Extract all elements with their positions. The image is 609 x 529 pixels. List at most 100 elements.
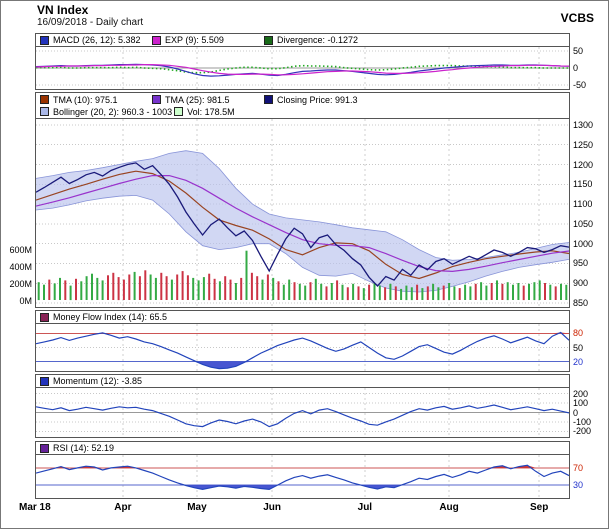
legend-row: Bollinger (20, 2): 960.3 - 1003 Vol: 178.… (40, 106, 569, 118)
y-axis-tick-label: 0 (573, 63, 579, 73)
volume-bars (37, 250, 568, 301)
close-swatch-icon (264, 95, 273, 104)
mfi-swatch-icon (40, 312, 49, 322)
legend-item-exp: EXP (9): 5.509 (152, 35, 262, 45)
legend-label: Momentum (12): -3.85 (53, 376, 143, 386)
mfi-legend: Money Flow Index (14): 65.5 (36, 311, 569, 324)
macd-panel: MACD (26, 12): 5.382 EXP (9): 5.509 Diverg… (35, 33, 570, 90)
divergence-swatch-icon (264, 35, 273, 45)
legend-label: Bollinger (20, 2): 960.3 - 1003 (53, 106, 173, 117)
price-legend: TMA (10): 975.1 TMA (25): 981.5 Closing Pr… (36, 93, 569, 119)
macd-legend: MACD (26, 12): 5.382 EXP (9): 5.509 Diverg… (36, 34, 569, 47)
legend-item-momentum: Momentum (12): -3.85 (40, 376, 150, 386)
legend-item-macd: MACD (26, 12): 5.382 (40, 35, 150, 45)
brand-logo: VCBS (560, 11, 594, 25)
y-axis-tick-label: 50 (573, 342, 584, 353)
rsi-plot (36, 455, 569, 498)
y-axis-tick-label: -100 (573, 416, 592, 427)
x-axis-tick-label: Sep (529, 502, 549, 513)
mfi-panel: Money Flow Index (14): 65.5 (35, 310, 570, 372)
rsi-line (36, 464, 569, 491)
y-axis-tick-label: 100 (573, 398, 589, 409)
y-axis-tick-label: 80 (573, 328, 584, 339)
legend-item-tma25: TMA (25): 981.5 (152, 95, 262, 105)
momentum-legend: Momentum (12): -3.85 (36, 375, 569, 388)
legend-item-vol: Vol: 178.5M (174, 107, 284, 117)
y-axis-tick-label: 1200 (573, 159, 594, 170)
mfi-line (36, 331, 569, 370)
x-axis-tick-label: Apr (114, 502, 132, 513)
rsi-legend: RSI (14): 52.19 (36, 442, 569, 455)
legend-label: MACD (26, 12): 5.382 (53, 35, 141, 45)
tma25-swatch-icon (152, 95, 161, 104)
x-axis-tick-label: Mar 18 (19, 502, 51, 513)
x-axis-tick-label: Jun (263, 502, 281, 513)
legend-label: Money Flow Index (14): 65.5 (53, 312, 168, 322)
legend-item-bollinger: Bollinger (20, 2): 960.3 - 1003 (40, 107, 172, 117)
exp-swatch-icon (152, 35, 161, 45)
y-axis-tick-label: 1300 (573, 119, 594, 130)
y-axis-tick-label: -50 (573, 79, 587, 90)
bollinger-lower-line (36, 194, 569, 293)
x-axis-tick-label: Aug (439, 502, 459, 513)
y-axis-tick-label: 900 (573, 278, 589, 289)
legend-label: Divergence: -0.1272 (277, 35, 359, 45)
legend-label: TMA (10): 975.1 (53, 94, 118, 105)
legend-label: TMA (25): 981.5 (165, 94, 230, 105)
legend-row: TMA (10): 975.1 TMA (25): 981.5 Closing Pr… (40, 94, 569, 106)
y-axis-tick-label: 70 (573, 462, 584, 473)
y-axis-tick-label: 1250 (573, 139, 594, 150)
macd-plot (36, 47, 569, 89)
legend-row: RSI (14): 52.19 (40, 442, 569, 454)
x-axis-tick-label: Jul (357, 502, 373, 513)
macd-swatch-icon (40, 35, 49, 45)
x-axis-tick-label: May (187, 502, 207, 513)
legend-label: EXP (9): 5.509 (165, 35, 224, 45)
legend-item-rsi: RSI (14): 52.19 (40, 443, 150, 453)
price-plot (36, 119, 569, 307)
bollinger-band (36, 150, 569, 292)
legend-item-close: Closing Price: 991.3 (264, 95, 374, 105)
price-panel: TMA (10): 975.1 TMA (25): 981.5 Closing Pr… (35, 92, 570, 308)
divergence-dots (36, 64, 569, 74)
y-axis-tick-label: 850 (573, 298, 589, 309)
legend-item-mfi: Money Flow Index (14): 65.5 (40, 312, 167, 322)
vol-swatch-icon (174, 107, 184, 116)
page-title: VN Index (37, 3, 89, 17)
legend-row: MACD (26, 12): 5.382 EXP (9): 5.509 Diverg… (40, 34, 569, 46)
y-axis-tick-label: -200 (573, 426, 592, 437)
rsi-swatch-icon (40, 443, 49, 453)
momentum-plot (36, 388, 569, 437)
legend-label: Closing Price: 991.3 (277, 94, 358, 105)
y-axis-tick-label: 20 (573, 356, 584, 367)
volume-axis-tick-label: 0M (19, 295, 32, 306)
legend-label: RSI (14): 52.19 (53, 443, 115, 453)
tma10-swatch-icon (40, 95, 49, 104)
y-axis-tick-label: 0 (573, 407, 579, 418)
legend-item-tma10: TMA (10): 975.1 (40, 95, 150, 105)
exp-line (36, 64, 569, 76)
legend-row: Money Flow Index (14): 65.5 (40, 311, 569, 323)
volume-axis-tick-label: 400M (9, 261, 32, 272)
chart-subtitle: 16/09/2018 - Daily chart (37, 17, 144, 28)
momentum-panel: Momentum (12): -3.85 (35, 374, 570, 438)
tma25-line (36, 174, 569, 273)
y-axis-tick-label: 1000 (573, 238, 594, 249)
volume-axis-tick-label: 200M (9, 278, 32, 289)
y-axis-tick-label: 1050 (573, 218, 594, 229)
y-axis-tick-label: 30 (573, 480, 584, 491)
legend-label: Vol: 178.5M (187, 106, 235, 117)
y-axis-tick-label: 200 (573, 388, 589, 399)
legend-row: Momentum (12): -3.85 (40, 375, 569, 387)
legend-item-divergence: Divergence: -0.1272 (264, 35, 374, 45)
y-axis-tick-label: 1150 (573, 179, 593, 190)
y-axis-tick-label: 50 (573, 46, 584, 57)
mfi-plot (36, 324, 569, 371)
rsi-panel: RSI (14): 52.19 (35, 441, 570, 499)
close-line (36, 162, 569, 287)
under-threshold-fill (36, 361, 569, 369)
y-axis-tick-label: 950 (573, 258, 589, 269)
momentum-swatch-icon (40, 376, 49, 386)
y-axis-tick-label: 1100 (573, 199, 593, 210)
